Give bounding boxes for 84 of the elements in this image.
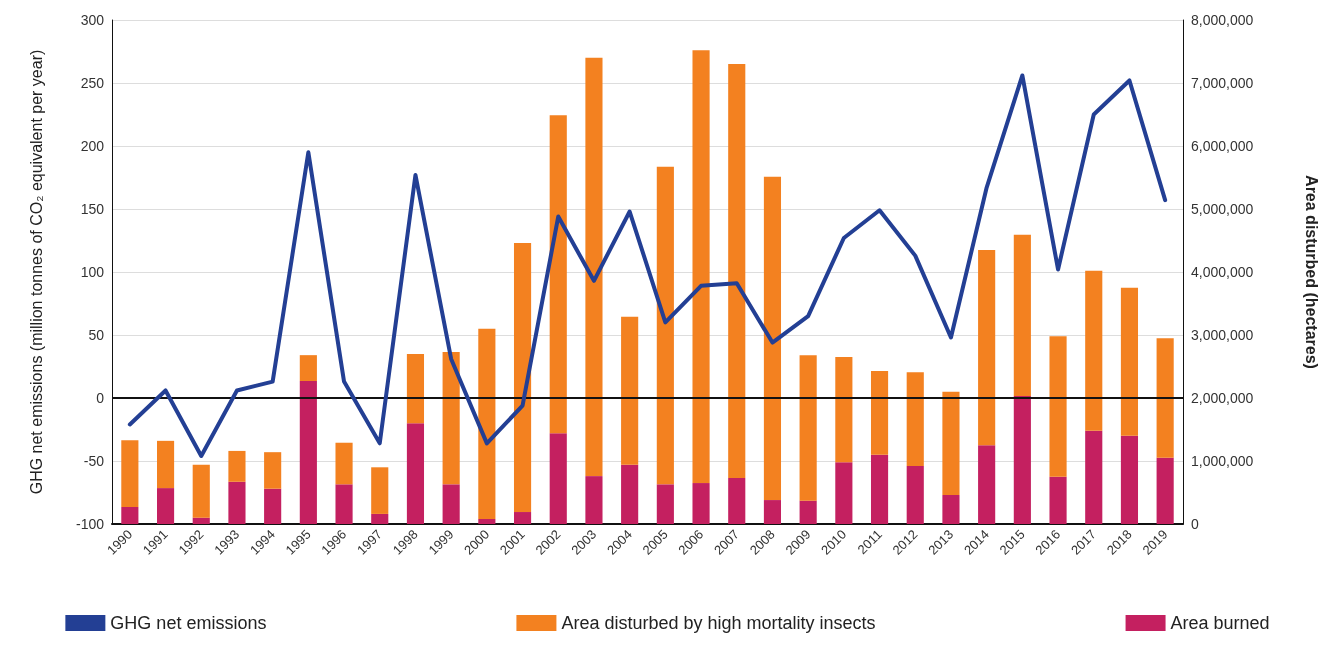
bar	[835, 357, 853, 463]
legend-label: GHG net emissions	[110, 613, 267, 633]
bar	[585, 57, 603, 477]
bar	[942, 495, 960, 524]
bar	[692, 50, 710, 484]
bar	[1156, 338, 1174, 458]
bar	[1085, 270, 1103, 431]
y-axis-title: GHG net emissions (million tonnes of CO₂ equivalent per year)	[27, 49, 45, 495]
bar	[549, 433, 567, 524]
legend-label: Area disturbed by high mortality insects	[561, 613, 876, 633]
bar	[906, 372, 924, 467]
bar	[264, 488, 282, 524]
bar	[656, 166, 674, 485]
bar	[1049, 336, 1067, 477]
bar	[799, 500, 817, 524]
y2-tick-label: 6,000,000	[1191, 138, 1254, 154]
bar	[978, 445, 996, 524]
bar	[1013, 234, 1031, 397]
bar	[442, 484, 460, 524]
bar	[442, 352, 460, 485]
bar	[870, 454, 889, 524]
bar	[621, 316, 639, 465]
bar	[728, 478, 746, 524]
bar	[1049, 476, 1067, 524]
y-tick-label: 100	[80, 264, 105, 280]
bar	[121, 506, 139, 524]
bar	[799, 355, 817, 501]
y2-tick-label: 7,000,000	[1191, 75, 1254, 91]
bar	[121, 440, 139, 507]
y2-tick-label: 3,000,000	[1191, 327, 1254, 343]
bar	[978, 249, 996, 446]
y-tick-label: -50	[83, 453, 105, 469]
bar	[835, 462, 853, 524]
bar	[1120, 287, 1139, 436]
bar	[763, 176, 782, 501]
bar	[228, 481, 246, 524]
bar	[1120, 435, 1139, 524]
bar	[549, 115, 567, 434]
bar	[1156, 457, 1174, 524]
bar	[335, 442, 353, 485]
bar	[942, 391, 960, 496]
y-tick-label: 200	[80, 138, 105, 154]
bar	[156, 440, 175, 489]
y2-tick-label: 2,000,000	[1191, 390, 1254, 406]
bar	[478, 328, 496, 519]
y2-axis-title: Area disturbed (hectares)	[1302, 175, 1320, 369]
bar	[692, 483, 710, 524]
bar	[621, 464, 639, 524]
bar	[335, 484, 353, 524]
bar	[192, 517, 210, 524]
bar	[228, 450, 246, 482]
bar	[371, 467, 389, 514]
bar	[1085, 430, 1103, 524]
y-tick-label: 250	[80, 75, 105, 91]
y2-tick-label: 0	[1191, 516, 1199, 532]
bar	[513, 512, 532, 524]
y-tick-label: 0	[96, 390, 105, 406]
bar	[728, 64, 746, 479]
bar	[156, 488, 175, 524]
bar	[371, 513, 389, 524]
bar	[192, 464, 210, 518]
bar	[478, 518, 496, 524]
y-tick-label: 50	[88, 327, 105, 343]
bar	[656, 484, 674, 524]
y2-tick-label: 8,000,000	[1191, 12, 1254, 28]
bar	[870, 370, 889, 455]
y-tick-label: 150	[80, 201, 105, 217]
bar	[763, 500, 782, 524]
bar	[299, 355, 317, 381]
bar	[1013, 396, 1031, 524]
bar	[513, 243, 532, 513]
y2-tick-label: 5,000,000	[1191, 201, 1254, 217]
y-tick-label: -100	[75, 516, 105, 532]
y2-tick-label: 1,000,000	[1191, 453, 1254, 469]
y-tick-label: 300	[80, 12, 105, 28]
bar	[585, 476, 603, 524]
y2-tick-label: 4,000,000	[1191, 264, 1254, 280]
bar	[406, 353, 425, 424]
bar	[406, 423, 425, 524]
line-series	[127, 73, 1168, 458]
bar	[906, 466, 924, 524]
legend-label: Area burned	[1170, 613, 1270, 633]
bar	[299, 380, 317, 524]
bar	[264, 452, 282, 489]
